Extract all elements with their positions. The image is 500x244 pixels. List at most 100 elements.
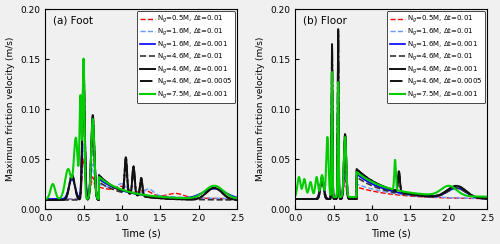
N$_g$=4.6M, $\Delta$t=0.01 <box>210 198 216 201</box>
N$_g$=1.6M, $\Delta$t=0.01 <box>460 197 466 200</box>
N$_g$=7.5M, $\Delta$t=0.001 <box>210 184 216 187</box>
N$_g$=4.6M, $\Delta$t=0.0005 <box>116 188 122 191</box>
N$_g$=4.6M, $\Delta$t=0.0005 <box>42 199 48 202</box>
Line: N$_g$=0.5M, $\Delta$t=0.01: N$_g$=0.5M, $\Delta$t=0.01 <box>45 159 238 199</box>
N$_g$=1.6M, $\Delta$t=0.001 <box>64 192 70 195</box>
Line: N$_g$=1.6M, $\Delta$t=0.01: N$_g$=1.6M, $\Delta$t=0.01 <box>45 144 238 199</box>
N$_g$=1.6M, $\Delta$t=0.01 <box>314 197 320 200</box>
N$_g$=1.6M, $\Delta$t=0.001 <box>210 187 216 190</box>
N$_g$=4.6M, $\Delta$t=0.01 <box>234 198 240 201</box>
Line: N$_g$=7.5M, $\Delta$t=0.001: N$_g$=7.5M, $\Delta$t=0.001 <box>45 59 238 199</box>
N$_g$=0.5M, $\Delta$t=0.01 <box>374 191 380 193</box>
N$_g$=1.6M, $\Delta$t=0.01 <box>366 187 372 190</box>
N$_g$=1.6M, $\Delta$t=0.001 <box>480 197 486 200</box>
N$_g$=4.6M, $\Delta$t=0.001 <box>326 198 332 201</box>
N$_g$=7.5M, $\Delta$t=0.001 <box>42 197 48 200</box>
N$_g$=1.6M, $\Delta$t=0.001 <box>80 88 86 91</box>
N$_g$=7.5M, $\Delta$t=0.001 <box>116 187 122 190</box>
N$_g$=0.5M, $\Delta$t=0.01 <box>230 197 236 200</box>
N$_g$=4.6M, $\Delta$t=0.01 <box>292 198 298 201</box>
N$_g$=4.6M, $\Delta$t=0.001 <box>124 174 130 177</box>
N$_g$=1.6M, $\Delta$t=0.01 <box>42 198 48 201</box>
N$_g$=4.6M, $\Delta$t=0.0005 <box>124 174 130 177</box>
N$_g$=0.5M, $\Delta$t=0.01 <box>326 197 332 200</box>
N$_g$=4.6M, $\Delta$t=0.001 <box>116 188 122 191</box>
N$_g$=0.5M, $\Delta$t=0.01 <box>329 156 335 159</box>
N$_g$=1.6M, $\Delta$t=0.01 <box>230 197 236 200</box>
N$_g$=1.6M, $\Delta$t=0.01 <box>80 142 86 145</box>
N$_g$=0.5M, $\Delta$t=0.01 <box>116 185 122 188</box>
N$_g$=1.6M, $\Delta$t=0.001 <box>76 195 82 198</box>
N$_g$=1.6M, $\Delta$t=0.01 <box>374 189 380 192</box>
N$_g$=4.6M, $\Delta$t=0.001 <box>366 177 372 180</box>
Legend: N$_g$=0.5M, $\Delta$t=0.01, N$_g$=1.6M, $\Delta$t=0.01, N$_g$=1.6M, $\Delta$t=0.: N$_g$=0.5M, $\Delta$t=0.01, N$_g$=1.6M, … <box>387 11 485 103</box>
N$_g$=1.6M, $\Delta$t=0.01 <box>292 198 298 201</box>
N$_g$=7.5M, $\Delta$t=0.001 <box>314 176 320 179</box>
N$_g$=4.6M, $\Delta$t=0.01 <box>460 189 466 192</box>
N$_g$=7.5M, $\Delta$t=0.001 <box>234 197 240 200</box>
N$_g$=4.6M, $\Delta$t=0.001 <box>230 198 236 201</box>
Line: N$_g$=4.6M, $\Delta$t=0.01: N$_g$=4.6M, $\Delta$t=0.01 <box>295 104 488 199</box>
N$_g$=1.6M, $\Delta$t=0.01 <box>484 197 490 200</box>
N$_g$=4.6M, $\Delta$t=0.0005 <box>64 194 70 197</box>
N$_g$=1.6M, $\Delta$t=0.001 <box>484 197 490 200</box>
N$_g$=0.5M, $\Delta$t=0.01 <box>460 197 466 200</box>
N$_g$=0.5M, $\Delta$t=0.01 <box>292 198 298 201</box>
Y-axis label: Maximum friction velocity (m/s): Maximum friction velocity (m/s) <box>256 37 264 181</box>
N$_g$=0.5M, $\Delta$t=0.01 <box>80 158 86 161</box>
N$_g$=4.6M, $\Delta$t=0.0005 <box>374 182 380 185</box>
N$_g$=1.6M, $\Delta$t=0.01 <box>234 197 240 200</box>
N$_g$=4.6M, $\Delta$t=0.0005 <box>326 198 332 201</box>
N$_g$=7.5M, $\Delta$t=0.001 <box>329 71 335 73</box>
N$_g$=4.6M, $\Delta$t=0.0005 <box>76 197 82 200</box>
N$_g$=4.6M, $\Delta$t=0.01 <box>366 183 372 186</box>
N$_g$=1.6M, $\Delta$t=0.01 <box>210 197 216 200</box>
Line: N$_g$=4.6M, $\Delta$t=0.01: N$_g$=4.6M, $\Delta$t=0.01 <box>45 105 238 200</box>
N$_g$=7.5M, $\Delta$t=0.001 <box>80 57 86 60</box>
N$_g$=1.6M, $\Delta$t=0.01 <box>326 197 332 200</box>
N$_g$=0.5M, $\Delta$t=0.01 <box>64 198 70 201</box>
N$_g$=1.6M, $\Delta$t=0.001 <box>374 185 380 188</box>
N$_g$=1.6M, $\Delta$t=0.001 <box>234 196 240 199</box>
N$_g$=4.6M, $\Delta$t=0.0005 <box>314 197 320 200</box>
N$_g$=4.6M, $\Delta$t=0.01 <box>124 177 130 180</box>
N$_g$=4.6M, $\Delta$t=0.001 <box>234 198 240 201</box>
N$_g$=4.6M, $\Delta$t=0.0005 <box>484 197 490 200</box>
N$_g$=4.6M, $\Delta$t=0.0005 <box>480 197 486 200</box>
N$_g$=4.6M, $\Delta$t=0.0005 <box>335 30 341 33</box>
N$_g$=4.6M, $\Delta$t=0.01 <box>480 197 486 200</box>
N$_g$=0.5M, $\Delta$t=0.01 <box>124 188 130 191</box>
N$_g$=7.5M, $\Delta$t=0.001 <box>64 170 70 173</box>
N$_g$=4.6M, $\Delta$t=0.001 <box>335 28 341 30</box>
N$_g$=0.5M, $\Delta$t=0.01 <box>484 197 490 200</box>
N$_g$=1.6M, $\Delta$t=0.001 <box>124 191 130 193</box>
N$_g$=4.6M, $\Delta$t=0.001 <box>374 182 380 185</box>
N$_g$=1.6M, $\Delta$t=0.01 <box>124 187 130 190</box>
N$_g$=0.5M, $\Delta$t=0.01 <box>314 196 320 199</box>
N$_g$=1.6M, $\Delta$t=0.01 <box>116 183 122 186</box>
X-axis label: Time (s): Time (s) <box>122 228 161 238</box>
N$_g$=4.6M, $\Delta$t=0.0005 <box>366 177 372 180</box>
N$_g$=7.5M, $\Delta$t=0.001 <box>292 195 298 198</box>
N$_g$=1.6M, $\Delta$t=0.001 <box>116 188 122 191</box>
N$_g$=7.5M, $\Delta$t=0.001 <box>124 190 130 193</box>
N$_g$=4.6M, $\Delta$t=0.0005 <box>80 66 86 69</box>
Line: N$_g$=1.6M, $\Delta$t=0.01: N$_g$=1.6M, $\Delta$t=0.01 <box>295 144 488 199</box>
N$_g$=1.6M, $\Delta$t=0.001 <box>292 198 298 201</box>
Legend: N$_g$=0.5M, $\Delta$t=0.01, N$_g$=1.6M, $\Delta$t=0.01, N$_g$=1.6M, $\Delta$t=0.: N$_g$=0.5M, $\Delta$t=0.01, N$_g$=1.6M, … <box>137 11 235 103</box>
Y-axis label: Maximum friction velocity (m/s): Maximum friction velocity (m/s) <box>6 37 15 181</box>
N$_g$=4.6M, $\Delta$t=0.01 <box>80 104 86 107</box>
N$_g$=7.5M, $\Delta$t=0.001 <box>480 195 486 198</box>
N$_g$=4.6M, $\Delta$t=0.01 <box>326 197 332 200</box>
N$_g$=1.6M, $\Delta$t=0.001 <box>42 198 48 201</box>
N$_g$=4.6M, $\Delta$t=0.001 <box>210 187 216 190</box>
N$_g$=7.5M, $\Delta$t=0.001 <box>76 164 82 167</box>
N$_g$=4.6M, $\Delta$t=0.01 <box>329 103 335 106</box>
N$_g$=4.6M, $\Delta$t=0.01 <box>64 199 70 202</box>
N$_g$=4.6M, $\Delta$t=0.0005 <box>460 187 466 190</box>
N$_g$=1.6M, $\Delta$t=0.01 <box>64 198 70 201</box>
N$_g$=7.5M, $\Delta$t=0.001 <box>326 155 332 158</box>
N$_g$=4.6M, $\Delta$t=0.01 <box>314 197 320 200</box>
N$_g$=0.5M, $\Delta$t=0.01 <box>366 189 372 192</box>
N$_g$=1.6M, $\Delta$t=0.001 <box>366 181 372 184</box>
